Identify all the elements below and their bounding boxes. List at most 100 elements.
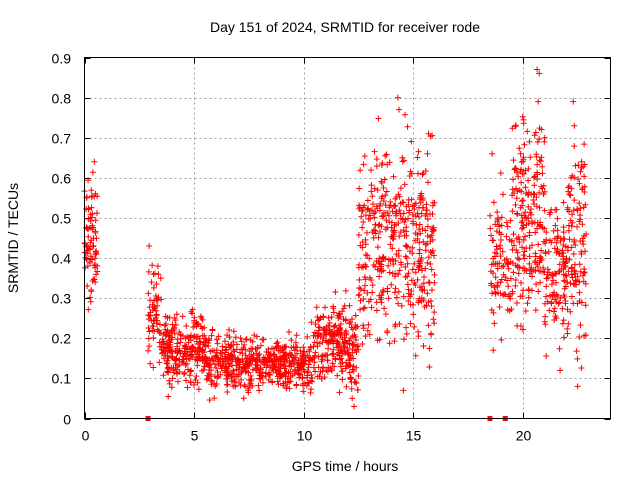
data-point <box>428 266 435 273</box>
data-point <box>566 191 573 198</box>
data-point <box>288 337 295 344</box>
data-point <box>580 163 587 170</box>
data-point <box>352 337 359 344</box>
data-point <box>538 183 545 190</box>
data-point <box>518 219 525 226</box>
data-point <box>513 169 520 176</box>
data-point <box>388 281 395 288</box>
data-point <box>300 388 307 395</box>
data-point <box>536 70 543 77</box>
data-point <box>213 349 220 356</box>
data-point <box>218 365 225 372</box>
data-point <box>405 298 412 305</box>
data-point <box>571 122 578 129</box>
data-point <box>89 169 96 176</box>
data-point <box>522 209 529 216</box>
data-point <box>504 223 511 230</box>
data-point <box>520 120 527 127</box>
data-point <box>350 363 357 370</box>
data-point <box>510 157 517 164</box>
data-point <box>235 366 242 373</box>
data-point <box>402 274 409 281</box>
data-point <box>535 288 542 295</box>
data-point <box>577 168 584 175</box>
data-point <box>248 345 255 352</box>
data-point <box>491 320 498 327</box>
data-point <box>514 264 521 271</box>
data-point <box>401 219 408 226</box>
data-point <box>84 282 91 289</box>
y-axis-label: SRMTID / TECUs <box>5 183 21 293</box>
data-point <box>373 163 380 170</box>
data-point <box>381 176 388 183</box>
data-point <box>356 261 363 268</box>
data-point <box>275 381 282 388</box>
data-point <box>509 192 516 199</box>
data-point <box>253 361 260 368</box>
data-point <box>489 150 496 157</box>
data-point <box>386 269 393 276</box>
data-point <box>390 257 397 264</box>
data-point <box>355 231 362 238</box>
data-point <box>248 355 255 362</box>
data-point <box>561 262 568 269</box>
data-point <box>243 336 250 343</box>
data-point <box>311 352 318 359</box>
data-point <box>572 242 579 249</box>
data-point <box>568 244 575 251</box>
data-point <box>241 341 248 348</box>
data-point <box>560 224 567 231</box>
data-point <box>534 139 541 146</box>
data-point <box>392 321 399 328</box>
data-point <box>426 279 433 286</box>
y-tick-label: 0 <box>63 412 71 428</box>
data-point <box>275 347 282 354</box>
data-point <box>208 381 215 388</box>
data-point <box>518 188 525 195</box>
data-point <box>551 317 558 324</box>
data-point <box>314 343 321 350</box>
data-point <box>513 195 520 202</box>
data-point <box>360 305 367 312</box>
data-point <box>172 364 179 371</box>
data-point <box>568 293 575 300</box>
data-point <box>380 212 387 219</box>
data-point <box>89 243 96 250</box>
data-point <box>553 279 560 286</box>
data-point <box>530 267 537 274</box>
data-point <box>490 347 497 354</box>
data-point <box>494 218 501 225</box>
data-point <box>284 379 291 386</box>
data-point <box>520 236 527 243</box>
data-point <box>373 307 380 314</box>
data-point <box>145 325 152 332</box>
data-point <box>226 354 233 361</box>
data-point <box>347 352 354 359</box>
data-point <box>540 264 547 271</box>
data-point <box>541 225 548 232</box>
data-point <box>564 279 571 286</box>
data-point <box>366 255 373 262</box>
data-point <box>577 212 584 219</box>
data-point <box>288 344 295 351</box>
data-point <box>172 317 179 324</box>
data-point <box>528 287 535 294</box>
data-point <box>210 357 217 364</box>
data-point <box>538 126 545 133</box>
data-point <box>224 389 231 396</box>
data-point <box>245 387 252 394</box>
data-point <box>196 335 203 342</box>
data-point <box>269 359 276 366</box>
x-axis-label: GPS time / hours <box>292 458 399 474</box>
data-point <box>406 207 413 214</box>
data-point <box>512 277 519 284</box>
data-point <box>488 232 495 239</box>
data-point <box>581 141 588 148</box>
data-point <box>325 314 332 321</box>
data-point <box>370 226 377 233</box>
data-point <box>512 123 519 130</box>
data-point <box>150 364 157 371</box>
data-point <box>400 293 407 300</box>
data-point <box>566 236 573 243</box>
data-point <box>551 270 558 277</box>
